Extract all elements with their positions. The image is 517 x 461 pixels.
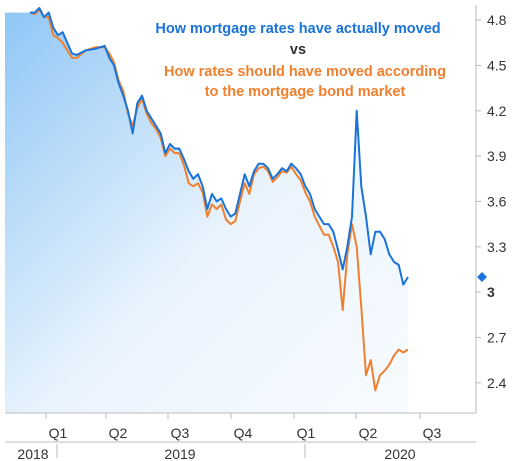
- y-tick-label: 4.5: [487, 57, 507, 73]
- x-year-label: 2020: [384, 446, 415, 461]
- plot-area: [5, 5, 487, 458]
- x-quarter-label: Q2: [359, 425, 378, 441]
- x-quarter-label: Q3: [423, 425, 442, 441]
- x-axis-quarter-labels: Q1 Q2 Q3 Q4 Q1 Q2 Q3: [49, 425, 442, 441]
- x-quarter-label: Q1: [297, 425, 316, 441]
- title-line-bond-2: to the mortgage bond market: [205, 84, 406, 100]
- y-tick-label: 3.6: [487, 193, 507, 209]
- title-line-bond-1: How rates should have moved according: [164, 64, 446, 80]
- y-axis-ticks: [476, 19, 481, 384]
- x-quarter-label: Q1: [49, 425, 68, 441]
- title-line-vs: vs: [290, 42, 306, 58]
- y-tick-label: 3.9: [487, 148, 507, 164]
- x-year-label: 2018: [17, 446, 48, 461]
- x-axis-year-labels: 2018 2019 2020: [17, 446, 415, 461]
- y-tick-label: 3.3: [487, 239, 507, 255]
- chart-title: How mortgage rates have actually moved v…: [155, 21, 446, 100]
- y-tick-label: 2.4: [487, 375, 507, 391]
- x-year-label: 2019: [164, 446, 195, 461]
- x-quarter-label: Q4: [234, 425, 253, 441]
- x-quarter-label: Q3: [171, 425, 190, 441]
- x-axis-ticks: [45, 413, 421, 458]
- y-tick-label: 2.7: [487, 329, 507, 345]
- current-value-marker: [477, 272, 487, 282]
- y-tick-label: 4.2: [487, 103, 507, 119]
- title-line-actual: How mortgage rates have actually moved: [155, 21, 440, 37]
- y-tick-label: 4.8: [487, 12, 507, 28]
- actual-rates-line: [30, 7, 409, 286]
- y-axis-labels: 2.4 2.7 3 3.3 3.6 3.9 4.2 4.5 4.8: [487, 12, 507, 391]
- y-tick-label: 3: [487, 284, 495, 300]
- x-quarter-label: Q2: [109, 425, 128, 441]
